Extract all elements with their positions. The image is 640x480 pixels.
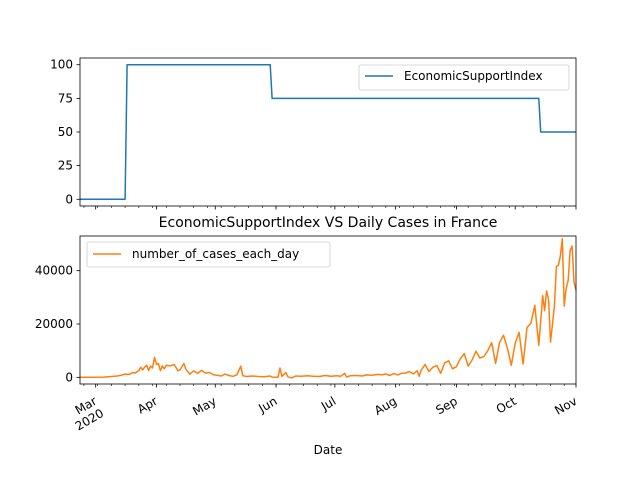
top-y-tick-label: 100 (50, 58, 73, 72)
top-legend-label: EconomicSupportIndex (404, 69, 543, 83)
bottom-axes-frame (79, 235, 577, 385)
top-y-tick-label: 50 (58, 125, 73, 139)
bottom-series-layer (80, 237, 577, 379)
top-y-axis: 0 25 50 75 100 (50, 58, 80, 206)
top-series-line-0 (80, 63, 576, 201)
bottom-legend-label: number_of_cases_each_day (132, 247, 299, 261)
bottom-series-line-0 (80, 237, 577, 379)
top-legend: EconomicSupportIndex (358, 64, 570, 91)
bottom-legend-box (86, 241, 331, 268)
top-axes: 0 25 50 75 100 EconomicSupportIndex (50, 57, 577, 210)
chart-title: EconomicSupportIndex VS Daily Cases in F… (159, 215, 498, 231)
x-axis-label: Date (314, 443, 343, 457)
top-y-tick-label: 0 (65, 192, 73, 206)
bottom-legend: number_of_cases_each_day (86, 241, 331, 268)
x-tick-label: Jul (318, 394, 338, 414)
top-series-layer (80, 63, 576, 201)
bottom-y-axis: 0 20000 40000 (35, 264, 80, 384)
bottom-y-tick-label: 0 (65, 370, 73, 384)
top-legend-box (358, 64, 570, 91)
bottom-y-tick-label: 40000 (35, 264, 73, 278)
top-y-tick-label: 25 (58, 159, 73, 173)
top-y-tick-label: 75 (58, 91, 73, 105)
bottom-y-tick-label: 20000 (35, 317, 73, 331)
x-tick-label-line: Jul (318, 394, 338, 414)
top-x-axis (83, 206, 577, 210)
